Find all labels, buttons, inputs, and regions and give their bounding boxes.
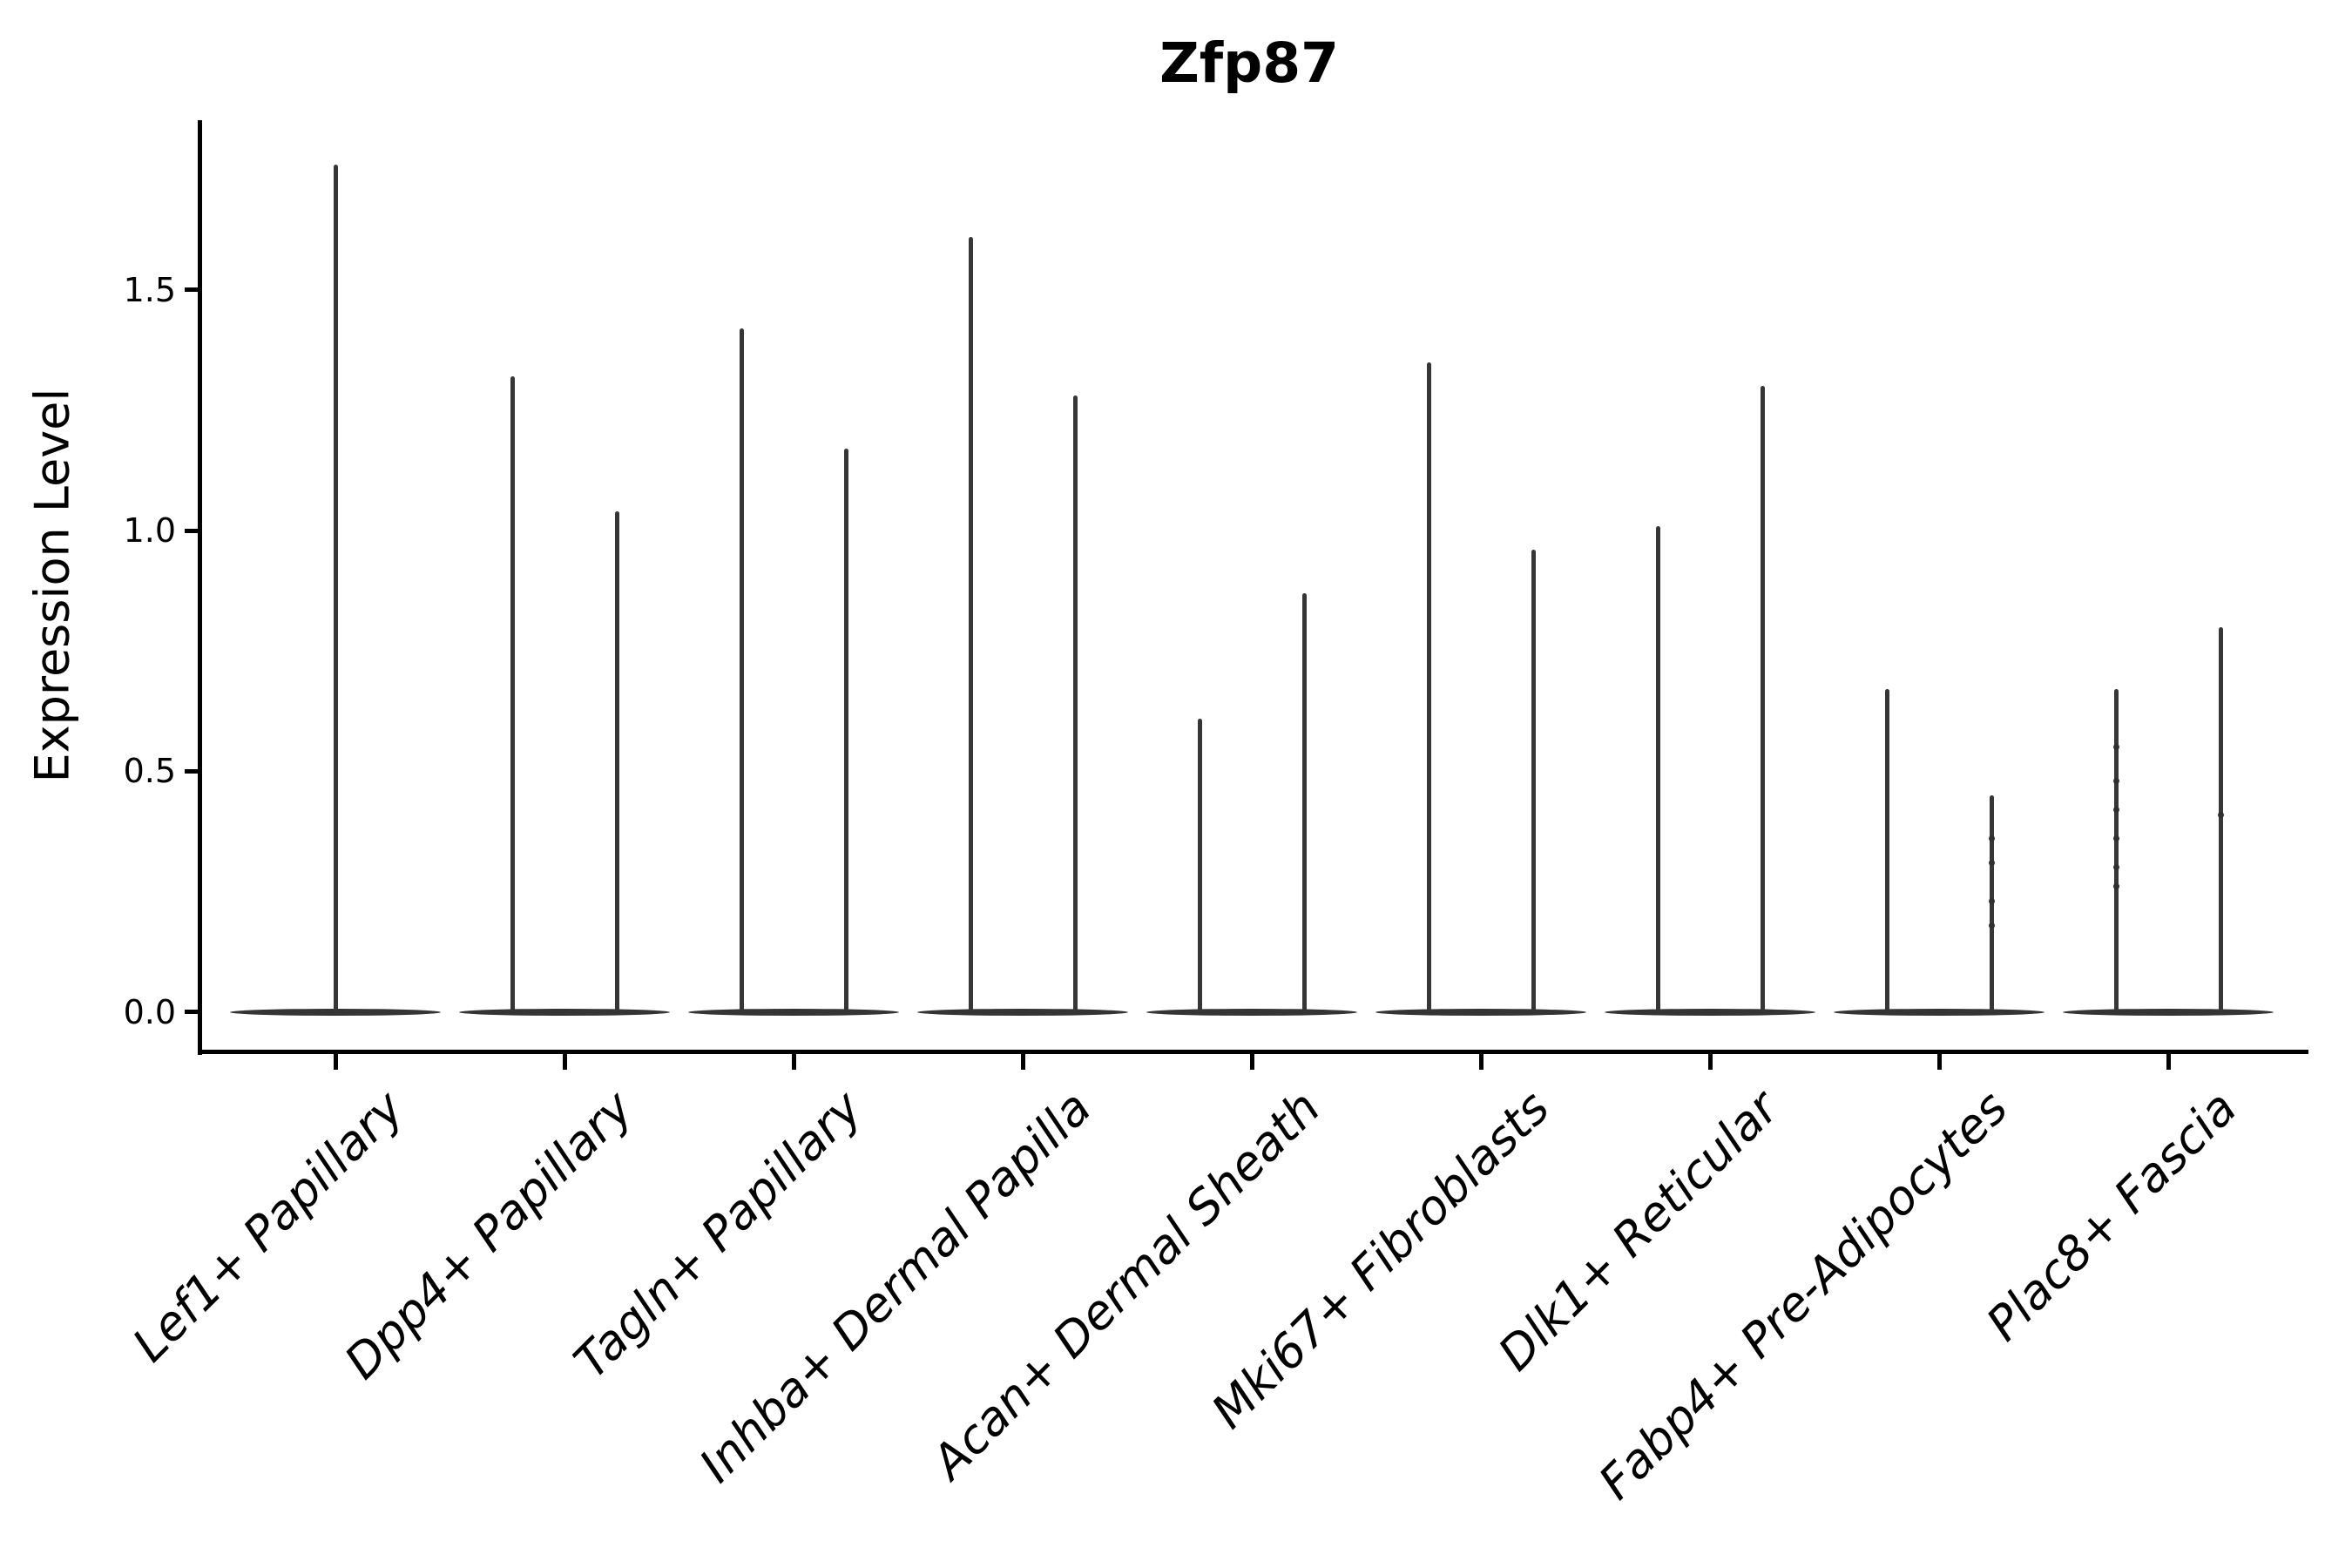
violin-spike (843, 449, 848, 1012)
violin-bulk (1375, 1008, 1586, 1016)
violin-spike (1197, 718, 1202, 1012)
x-tick-mark (1478, 1054, 1484, 1070)
violin-spike (333, 165, 338, 1012)
expression-point (2112, 806, 2119, 813)
y-tick-mark (185, 768, 199, 774)
x-tick-mark (2166, 1054, 2171, 1070)
violin-spike (1531, 550, 1536, 1012)
violin-bulk (917, 1008, 1128, 1016)
expression-point (2112, 835, 2119, 842)
violin-spike (614, 511, 619, 1012)
expression-point (2217, 811, 2224, 818)
violin-bulk (230, 1008, 441, 1016)
expression-point (2112, 883, 2119, 890)
x-tick-mark (1249, 1054, 1254, 1070)
y-tick-mark (185, 1010, 199, 1014)
bottom-spine (198, 1050, 2308, 1054)
x-tick-mark (1020, 1054, 1025, 1070)
expression-point (1988, 835, 1995, 842)
violin-spike (1072, 395, 1078, 1012)
violin-spike (2218, 626, 2223, 1012)
violin-bulk (459, 1008, 670, 1016)
violin-bulk (1146, 1008, 1357, 1016)
violin-spike (2113, 689, 2119, 1012)
y-tick-label: 1.0 (123, 511, 176, 551)
x-tick-mark (1707, 1054, 1713, 1070)
expression-point (1988, 859, 1995, 866)
violin-spike (1884, 689, 1889, 1012)
violin-spike (1760, 386, 1765, 1012)
x-tick-mark (333, 1054, 338, 1070)
chart-title: Zfp87 (1159, 31, 1339, 95)
y-tick-mark (185, 287, 199, 293)
x-tick-mark (1936, 1054, 1942, 1070)
violin-spike (510, 376, 515, 1012)
y-tick-label: 0.5 (123, 752, 176, 791)
expression-point (2112, 864, 2119, 871)
y-tick-label: 0.0 (123, 992, 176, 1031)
violin-spike (968, 237, 973, 1012)
violin-spike (1426, 362, 1431, 1012)
x-tick-mark (791, 1054, 796, 1070)
violin-spike (1655, 525, 1660, 1012)
violin-bulk (1834, 1008, 2044, 1016)
x-tick-mark (562, 1054, 567, 1070)
expression-point (1988, 897, 1995, 904)
violin-spike (1301, 592, 1307, 1012)
expression-point (1988, 922, 1995, 929)
left-spine (198, 120, 202, 1055)
y-tick-label: 1.5 (123, 270, 176, 309)
violin-bulk (688, 1008, 899, 1016)
expression-point (2112, 744, 2119, 751)
violin-bulk (1605, 1008, 1815, 1016)
y-axis-label: Expression Level (24, 388, 80, 783)
violin-spike (739, 328, 744, 1012)
expression-point (2112, 777, 2119, 784)
y-tick-mark (185, 528, 199, 533)
violin-bulk (2063, 1008, 2274, 1016)
